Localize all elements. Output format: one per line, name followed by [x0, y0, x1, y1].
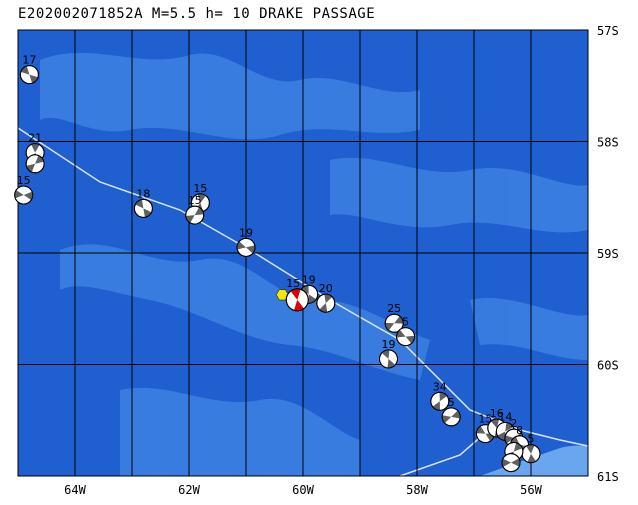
lat-tick-label: 57S — [597, 24, 619, 38]
main-event-depth-label: 15 — [286, 277, 300, 290]
focal-mechanism — [20, 66, 38, 84]
lat-tick-label: 60S — [597, 359, 619, 373]
map-title: E202002071852A M=5.5 h= 10 DRAKE PASSAGE — [18, 6, 375, 22]
event-depth-label: 20 — [319, 282, 333, 295]
lon-labels: 64W 62W 60W 58W 56W — [64, 483, 542, 497]
event-depth-label: 17 — [22, 54, 36, 67]
lat-tick-label: 59S — [597, 247, 619, 261]
event-depth-label: 5 — [402, 316, 409, 329]
event-depth-label: 8 — [516, 424, 523, 437]
event-depth-label: 15 — [17, 174, 31, 187]
event-depth-label: 15 — [193, 182, 207, 195]
lon-tick-label: 56W — [520, 483, 542, 497]
lat-labels: 57S 58S 59S 60S 61S — [597, 24, 619, 484]
event-depth-label: 25 — [387, 302, 401, 315]
lon-tick-label: 62W — [178, 483, 200, 497]
lon-tick-label: 60W — [292, 483, 314, 497]
event-depth-label: 21 — [28, 132, 42, 145]
event-depth-label: 19 — [382, 338, 396, 351]
event-depth-label: 15 — [188, 194, 202, 207]
event-depth-label: 19 — [239, 226, 253, 239]
event-depth-label: 34 — [433, 380, 447, 393]
event-depth-label: 5 — [448, 396, 455, 409]
lon-tick-label: 64W — [64, 483, 86, 497]
event-depth-label: 19 — [302, 273, 316, 286]
lon-tick-label: 58W — [406, 483, 428, 497]
lat-tick-label: 58S — [597, 136, 619, 150]
lat-tick-label: 61S — [597, 470, 619, 484]
event-depth-label: 18 — [136, 187, 150, 200]
event-depth-label: 5 — [528, 433, 535, 446]
